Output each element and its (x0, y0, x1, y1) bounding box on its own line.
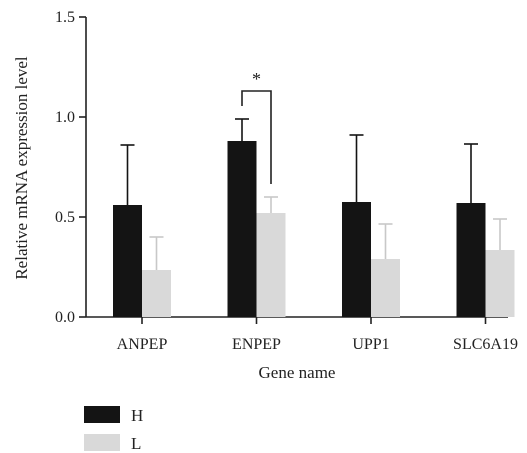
x-tick-label-slc6a19: SLC6A19 (453, 336, 518, 353)
legend-swatch-l (84, 434, 120, 451)
bar-h-anpep (113, 205, 142, 317)
y-tick-label: 1.0 (55, 109, 75, 126)
legend-label-l: L (131, 434, 141, 453)
x-tick-label-upp1: UPP1 (352, 336, 389, 353)
x-tick-label-enpep: ENPEP (232, 336, 281, 353)
error-bars (120, 118, 507, 270)
bar-l-slc6a19 (485, 250, 515, 317)
legend-label-h: H (131, 406, 143, 425)
legend: HL (84, 406, 143, 453)
x-axis-label: Gene name (259, 363, 336, 382)
bar-h-upp1 (342, 202, 371, 317)
y-tick-label: 1.5 (55, 9, 75, 26)
significance-annotation: * (241, 69, 272, 184)
y-tick-label: 0.0 (55, 309, 75, 326)
bar-h-enpep (227, 141, 257, 317)
y-tick-label: 0.5 (55, 209, 75, 226)
x-tick-label-anpep: ANPEP (117, 336, 168, 353)
legend-swatch-h (84, 406, 120, 423)
significance-star: * (252, 69, 261, 89)
bar-l-enpep (256, 213, 286, 317)
bars (113, 141, 515, 317)
x-ticks: ANPEP ENPEP UPP1 SLC6A19 (117, 317, 518, 353)
significance-bracket (241, 90, 272, 184)
bar-l-anpep (142, 270, 171, 317)
y-ticks: 0.0 0.5 1.0 1.5 (55, 9, 86, 326)
bar-h-slc6a19 (456, 203, 486, 317)
y-axis-label: Relative mRNA expression level (12, 56, 31, 280)
bar-l-upp1 (371, 259, 400, 317)
